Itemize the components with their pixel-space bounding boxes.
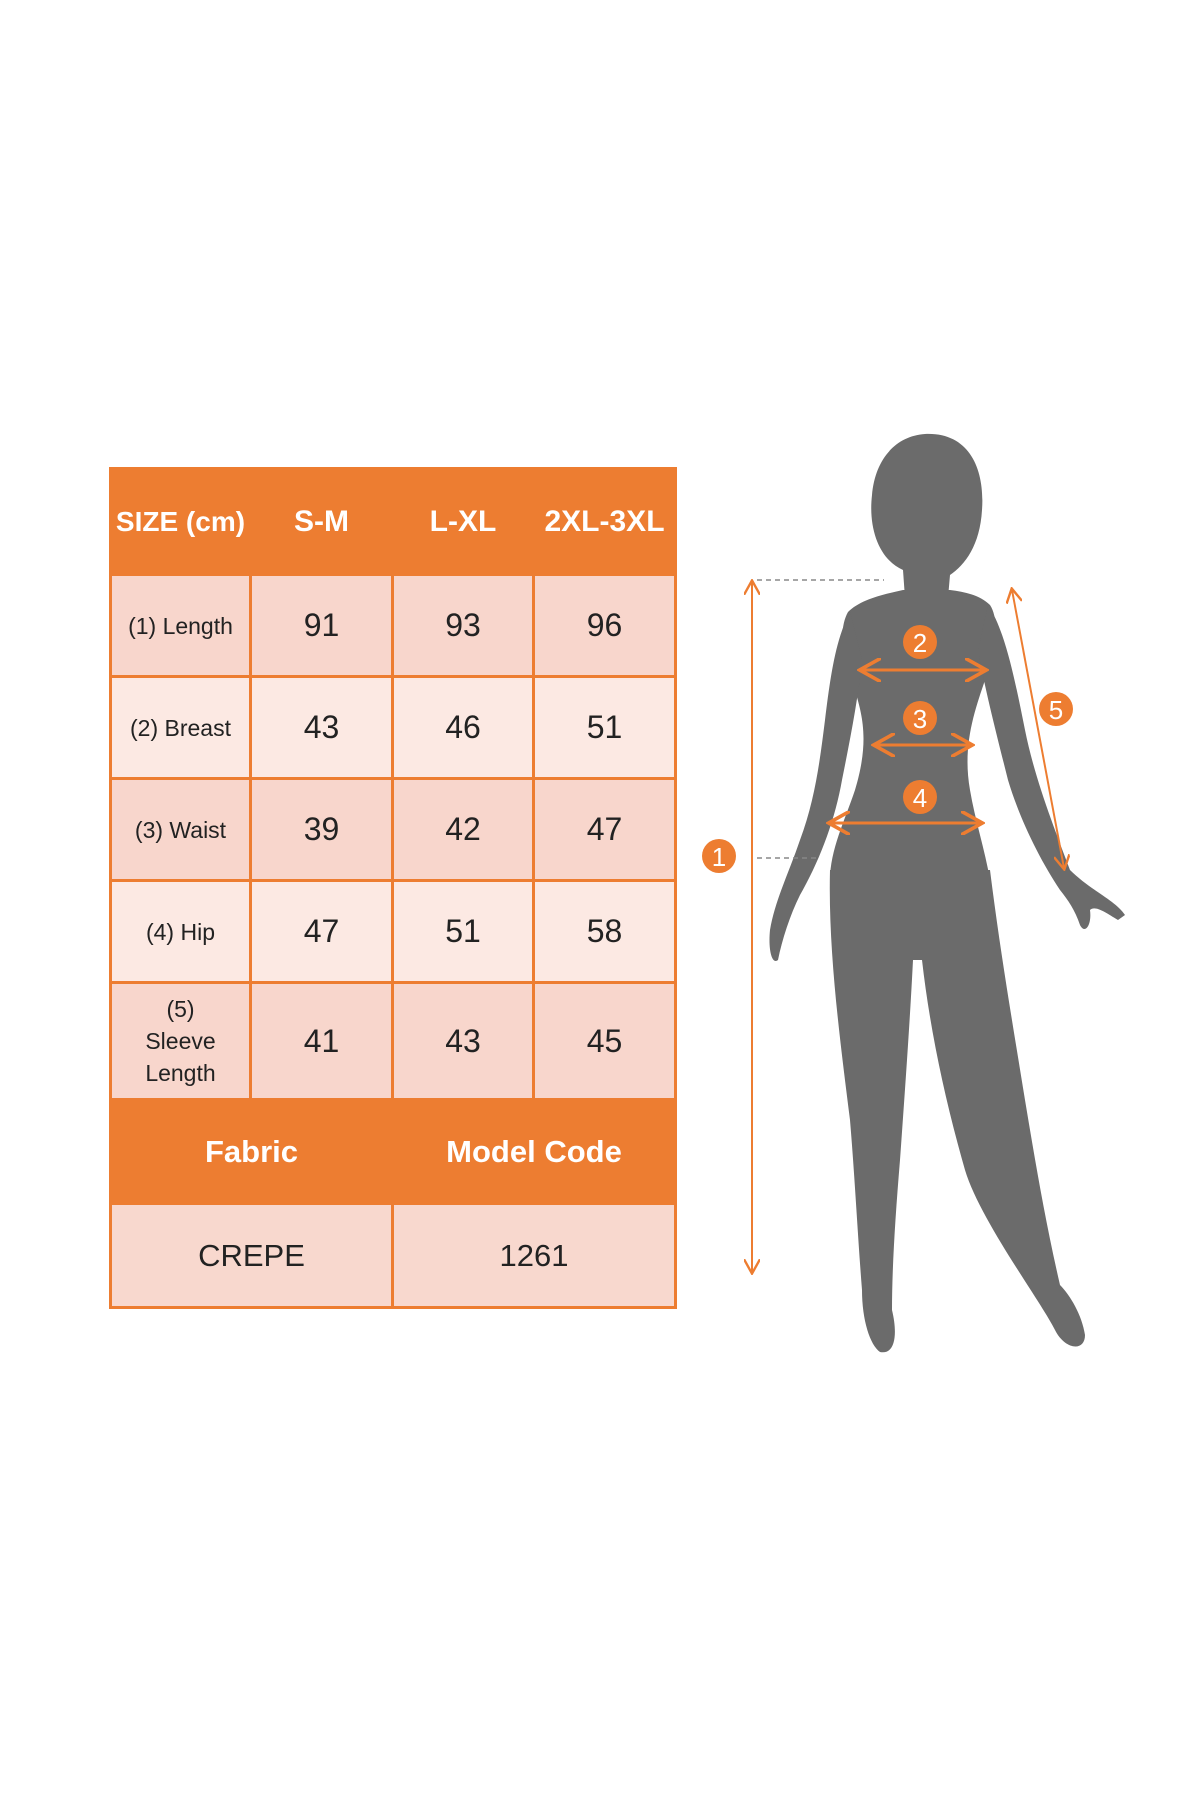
measurement-value: 43 — [249, 675, 394, 780]
measurement-value: 58 — [532, 879, 677, 984]
marker-3: 3 — [903, 701, 937, 735]
svg-text:1: 1 — [712, 842, 726, 872]
table-row: (3) Waist 39 42 47 — [109, 777, 677, 882]
measurement-label: (2) Breast — [109, 675, 252, 780]
measurement-value: 41 — [249, 981, 394, 1101]
size-header: SIZE (cm) — [109, 467, 252, 576]
table-row: (1) Length 91 93 96 — [109, 573, 677, 678]
sleeve-arrow — [1012, 590, 1064, 868]
size-column-header: L-XL — [391, 467, 535, 576]
table-row: (5) Sleeve Length 41 43 45 — [109, 981, 677, 1101]
svg-text:2: 2 — [913, 628, 927, 658]
measurement-label: (4) Hip — [109, 879, 252, 984]
size-column-header: S-M — [249, 467, 394, 576]
marker-2: 2 — [903, 625, 937, 659]
measurement-value: 45 — [532, 981, 677, 1101]
fabric-value: CREPE — [109, 1202, 394, 1309]
measurement-value: 47 — [249, 879, 394, 984]
measurement-value: 47 — [532, 777, 677, 882]
measurement-label: (5) Sleeve Length — [109, 981, 252, 1101]
measurement-value: 51 — [391, 879, 535, 984]
size-chart-table: SIZE (cm) S-M L-XL 2XL-3XL (1) Length 91… — [109, 467, 677, 1309]
marker-5: 5 — [1039, 692, 1073, 726]
footer-header-row: Fabric Model Code — [109, 1098, 677, 1205]
measurement-value: 91 — [249, 573, 394, 678]
measurement-value: 51 — [532, 675, 677, 780]
measurement-value: 42 — [391, 777, 535, 882]
table-row: (4) Hip 47 51 58 — [109, 879, 677, 984]
measurement-value: 96 — [532, 573, 677, 678]
svg-text:3: 3 — [913, 704, 927, 734]
footer-value-row: CREPE 1261 — [109, 1202, 677, 1309]
measurement-value: 46 — [391, 675, 535, 780]
table-row: (2) Breast 43 46 51 — [109, 675, 677, 780]
measurement-label: (3) Waist — [109, 777, 252, 882]
model-code-value: 1261 — [391, 1202, 677, 1309]
fabric-header: Fabric — [109, 1098, 394, 1205]
measurement-value: 39 — [249, 777, 394, 882]
measurement-value: 93 — [391, 573, 535, 678]
size-column-header: 2XL-3XL — [532, 467, 677, 576]
measurement-label: (1) Length — [109, 573, 252, 678]
measurement-value: 43 — [391, 981, 535, 1101]
svg-text:5: 5 — [1049, 695, 1063, 725]
woman-silhouette-icon — [769, 433, 1125, 1353]
table-header-row: SIZE (cm) S-M L-XL 2XL-3XL — [109, 467, 677, 576]
marker-4: 4 — [903, 780, 937, 814]
marker-1: 1 — [702, 839, 736, 873]
model-code-header: Model Code — [391, 1098, 677, 1205]
svg-text:4: 4 — [913, 783, 927, 813]
